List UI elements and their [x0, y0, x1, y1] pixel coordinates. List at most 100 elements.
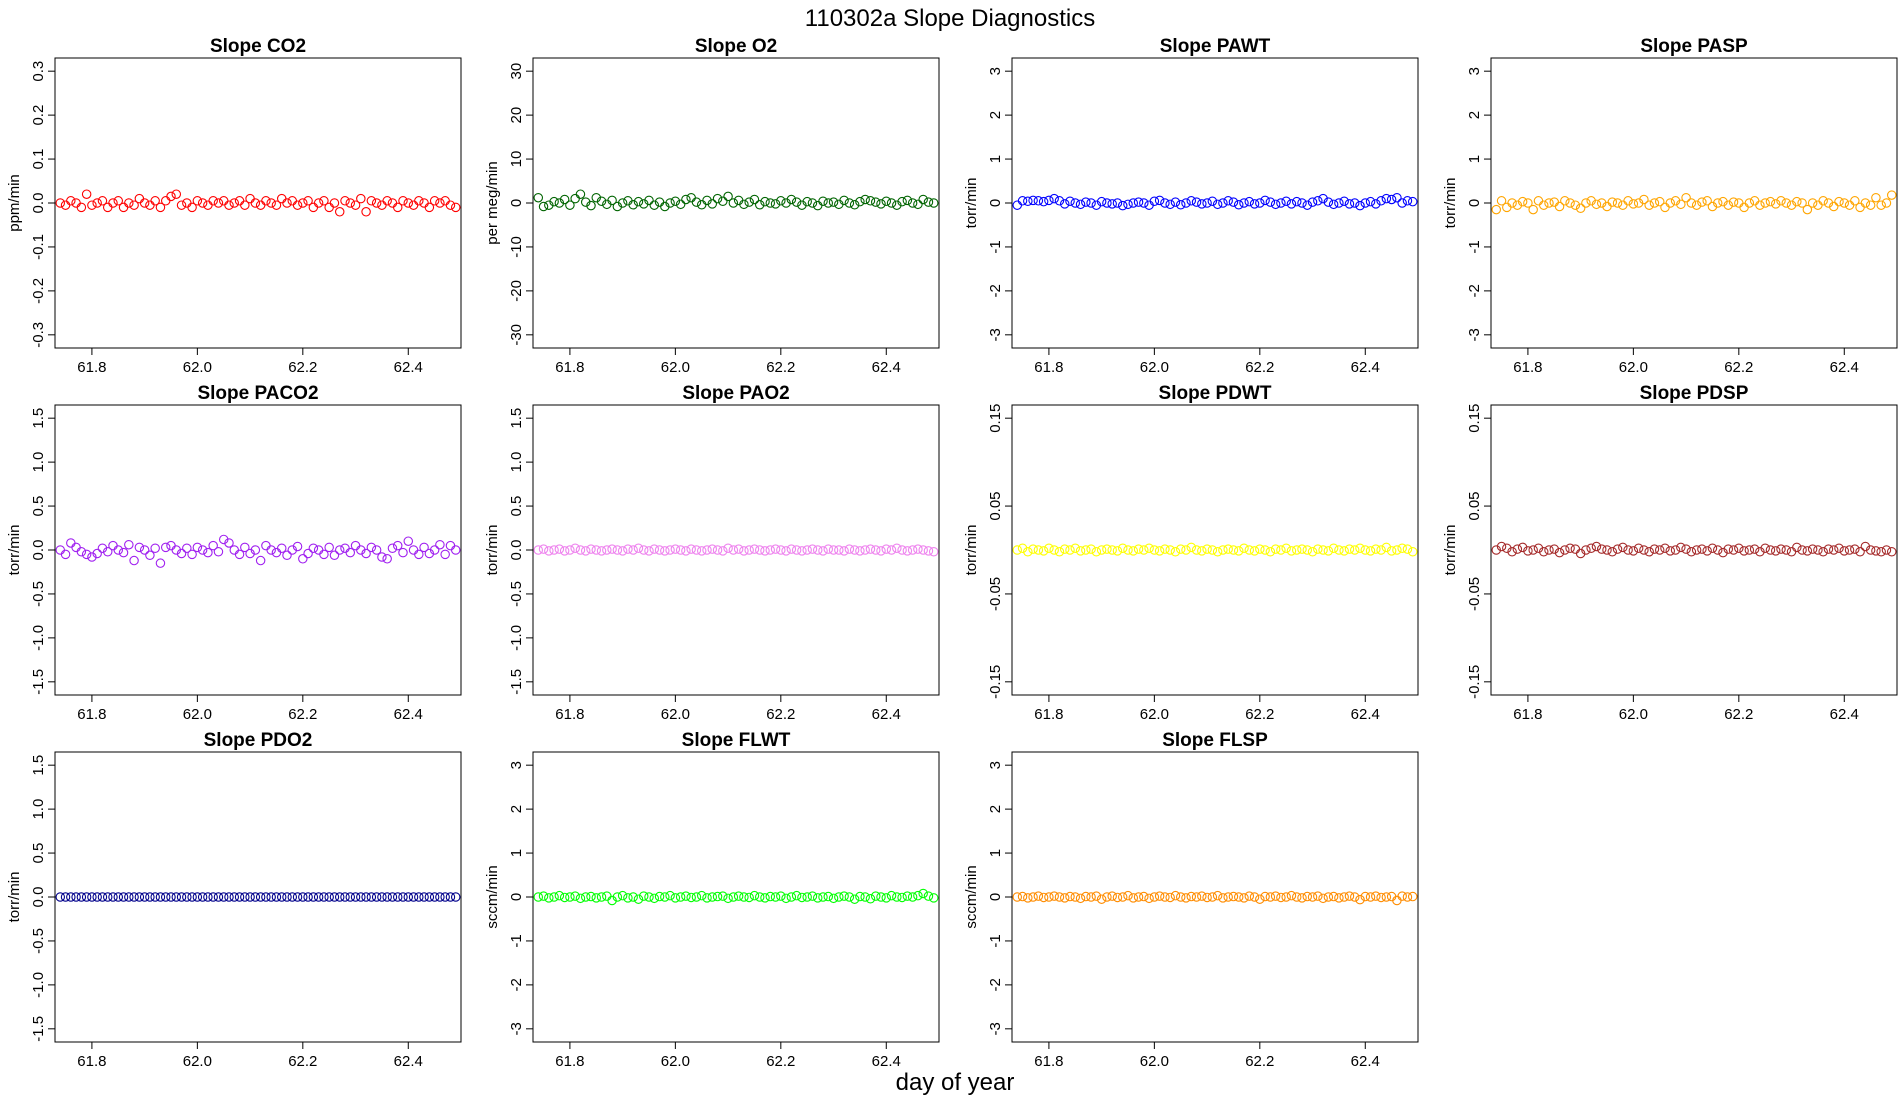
data-point	[66, 538, 76, 548]
data-point	[1376, 892, 1386, 903]
data-point	[849, 545, 860, 555]
data-point	[1649, 544, 1660, 554]
y-tick-label: 0.5	[508, 496, 525, 517]
data-point	[1244, 196, 1255, 207]
data-point	[860, 892, 870, 902]
panel-slope-o2: Slope O2 61.8 62.0 62.2 62.4 -30 -20 -10 0 10 20 30…	[484, 36, 940, 376]
data-point	[644, 195, 654, 206]
data-point	[1549, 197, 1560, 207]
data-point	[1538, 200, 1549, 210]
data-point	[303, 548, 313, 559]
data-point	[1028, 195, 1038, 206]
data-point	[1355, 543, 1365, 553]
data-point	[1365, 196, 1376, 207]
data-point	[623, 544, 633, 554]
data-point	[1065, 891, 1075, 902]
data-point	[1081, 545, 1091, 555]
data-point	[308, 892, 319, 902]
data-point	[1307, 547, 1318, 557]
data-point	[1307, 197, 1318, 207]
data-point	[71, 542, 81, 553]
data-point	[1144, 893, 1154, 904]
y-tick-label: 0	[508, 893, 525, 901]
data-point	[171, 189, 182, 199]
y-tick-label: -10	[508, 236, 525, 258]
data-point	[617, 198, 628, 208]
data-point	[928, 198, 939, 208]
data-point	[292, 200, 303, 210]
data-point	[1365, 892, 1376, 902]
panel-slope-co2: Slope CO2 61.8 62.0 62.2 62.4 -0.3 -0.2 -0.1 0.0…	[6, 36, 462, 376]
data-point	[1260, 545, 1270, 555]
data-point	[403, 536, 414, 546]
x-tick-label: 62.0	[1140, 359, 1169, 376]
data-point	[591, 893, 602, 903]
data-point	[1544, 198, 1554, 208]
data-point	[187, 892, 197, 902]
data-point	[213, 198, 224, 208]
data-point	[744, 545, 754, 555]
data-point	[1538, 547, 1549, 557]
data-point	[876, 199, 886, 209]
data-point	[1128, 893, 1139, 903]
data-point	[1075, 893, 1086, 904]
data-point	[617, 890, 628, 901]
y-axis-label: torr/min	[1442, 178, 1459, 229]
data-point	[424, 892, 435, 902]
data-point	[1523, 198, 1533, 208]
data-point	[1070, 543, 1081, 553]
data-point	[749, 194, 760, 205]
data-point	[538, 544, 549, 554]
data-point	[1781, 198, 1792, 208]
data-point	[876, 892, 886, 902]
y-tick-label: 30	[508, 63, 525, 80]
data-point	[76, 202, 87, 213]
data-point	[1117, 543, 1128, 553]
data-point	[1334, 893, 1344, 903]
data-point	[139, 198, 150, 208]
x-tick-label: 62.2	[766, 1053, 795, 1070]
x-tick-label: 62.2	[1245, 359, 1274, 376]
data-point	[350, 892, 361, 902]
data-point	[387, 198, 398, 208]
data-point	[1644, 200, 1654, 210]
data-point	[392, 892, 403, 902]
data-point	[786, 544, 797, 554]
data-point	[1886, 547, 1897, 557]
data-point	[907, 545, 918, 555]
data-point	[1334, 545, 1344, 555]
y-tick-label: 2	[987, 111, 1004, 119]
data-point	[892, 892, 902, 902]
x-tick-label: 62.0	[183, 359, 212, 376]
data-point	[686, 192, 696, 203]
data-point	[1618, 542, 1628, 553]
data-points	[55, 892, 461, 902]
data-point	[134, 542, 145, 553]
data-point	[361, 207, 371, 217]
data-point	[350, 540, 361, 551]
data-point	[559, 546, 570, 556]
panel-title: Slope CO2	[210, 36, 306, 57]
data-point	[1502, 202, 1512, 213]
data-point	[628, 892, 638, 902]
data-point	[913, 544, 923, 554]
data-point	[1207, 196, 1218, 206]
data-point	[1270, 544, 1281, 554]
data-point	[208, 196, 218, 206]
data-point	[276, 543, 287, 553]
x-tick-label: 62.4	[872, 1053, 901, 1070]
data-point	[612, 545, 623, 555]
data-point	[97, 196, 108, 206]
data-point	[1691, 545, 1702, 555]
data-point	[544, 546, 554, 556]
data-point	[728, 892, 739, 902]
x-tick-label: 62.2	[1724, 706, 1753, 723]
data-point	[403, 198, 414, 208]
y-tick-label: 0.15	[1466, 404, 1483, 433]
data-point	[818, 196, 828, 206]
panel-title: Slope PAWT	[1160, 36, 1271, 57]
data-point	[533, 892, 544, 902]
data-point	[313, 892, 324, 902]
data-point	[1807, 544, 1818, 554]
data-point	[1544, 545, 1554, 555]
